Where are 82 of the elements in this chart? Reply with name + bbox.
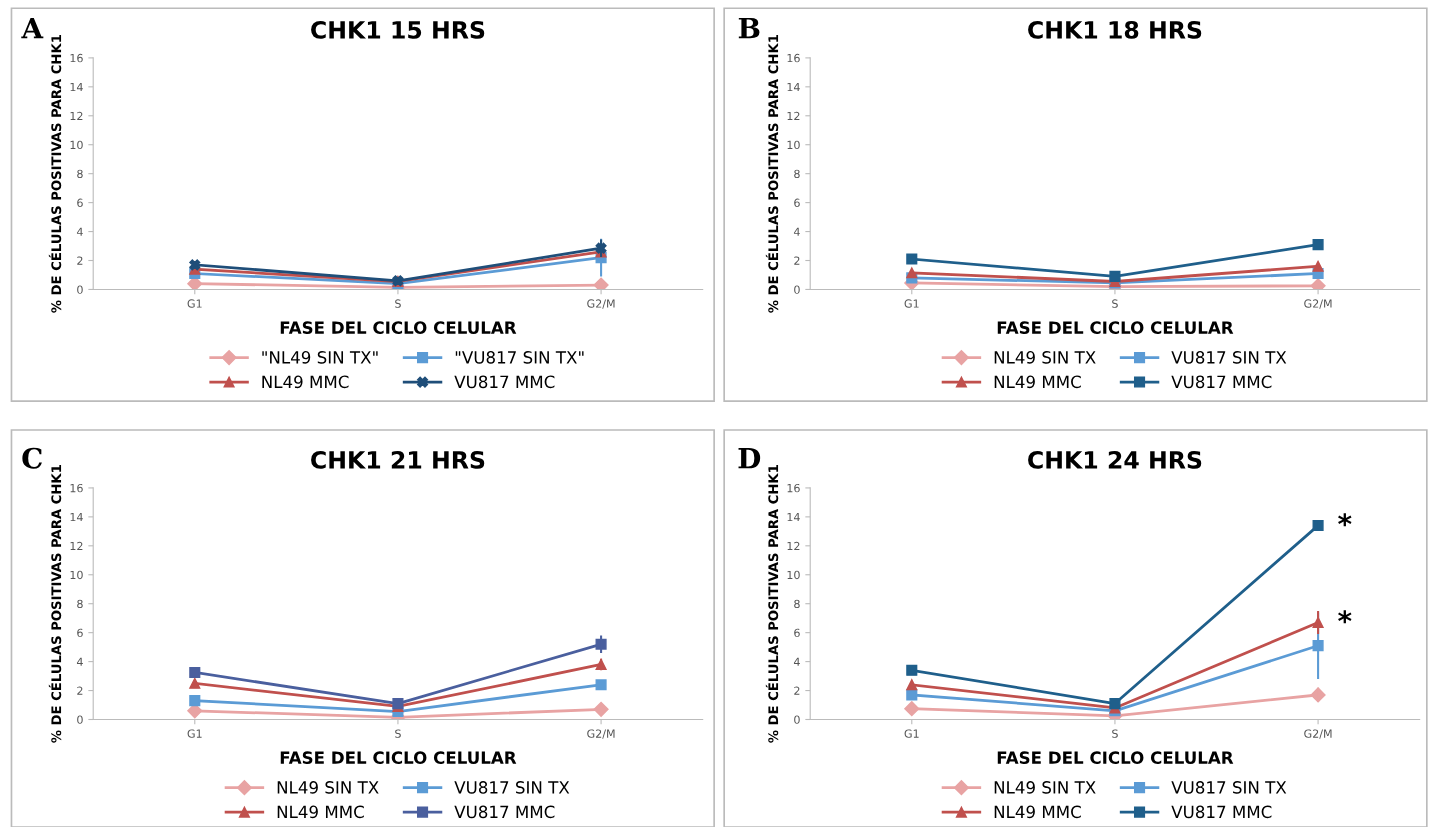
y-tick-label: 0 <box>77 715 83 724</box>
annotation: * <box>1338 513 1352 527</box>
x-tick-label: G1 <box>187 299 202 308</box>
y-tick-label: 2 <box>77 256 83 265</box>
x-tick-label: S <box>395 729 401 738</box>
text: D <box>738 448 761 469</box>
legend-label: NL49 MMC <box>262 375 349 389</box>
y-tick-label: 2 <box>794 256 800 265</box>
y-tick-label: 10 <box>70 140 83 150</box>
legend-label: VU817 SIN TX <box>1171 351 1287 364</box>
x-tick-label: G2/M <box>1304 299 1332 309</box>
y-axis-title: % DE CÉLULAS POSITIVAS PARA CHK1 <box>48 465 62 743</box>
text: B <box>738 17 760 39</box>
y-tick-label: 16 <box>787 483 800 493</box>
y-tick-label: 6 <box>794 628 800 638</box>
legend-label: VU817 MMC <box>1171 805 1272 819</box>
x-tick-label: G1 <box>904 299 919 308</box>
text: A <box>21 17 44 39</box>
y-tick-label: 10 <box>70 570 83 580</box>
x-tick-label: G1 <box>904 729 919 738</box>
legend-label: VU817 SIN TX <box>454 781 570 794</box>
y-tick-label: 2 <box>77 686 83 695</box>
legend-label: "VU817 SIN TX" <box>455 351 584 364</box>
x-axis-title: FASE DEL CICLO CELULAR <box>280 321 517 334</box>
text: C <box>22 447 42 469</box>
x-tick-label: G2/M <box>587 729 615 739</box>
y-tick-label: 14 <box>787 513 800 522</box>
legend-label: VU817 MMC <box>1171 375 1272 389</box>
y-tick-label: 10 <box>787 570 800 580</box>
x-tick-label: G2/M <box>587 299 615 309</box>
y-tick-label: 12 <box>787 541 800 551</box>
y-axis-title: % DE CÉLULAS POSITIVAS PARA CHK1 <box>765 465 779 743</box>
annotation: * <box>1338 610 1352 624</box>
legend-label: VU817 MMC <box>454 375 555 389</box>
x-tick-label: S <box>395 299 401 308</box>
chart-title: CHK1 21 HRS <box>311 450 485 469</box>
legend-label: VU817 SIN TX <box>1171 781 1287 794</box>
x-tick-label: G1 <box>187 729 202 738</box>
y-tick-label: 16 <box>70 53 83 63</box>
x-tick-label: S <box>1112 729 1118 738</box>
y-tick-label: 14 <box>787 82 800 92</box>
y-tick-label: 8 <box>77 599 83 609</box>
x-axis-title: FASE DEL CICLO CELULAR <box>997 751 1234 764</box>
legend-label: NL49 MMC <box>277 805 364 819</box>
legend-label: NL49 MMC <box>994 805 1081 819</box>
y-tick-label: 0 <box>794 285 800 294</box>
y-tick-label: 4 <box>793 227 800 236</box>
y-tick-label: 12 <box>70 541 83 551</box>
legend-label: NL49 SIN TX <box>994 781 1096 794</box>
legend-label: VU817 MMC <box>454 805 555 819</box>
x-axis-title: FASE DEL CICLO CELULAR <box>280 751 517 764</box>
y-tick-label: 14 <box>70 513 83 522</box>
y-tick-label: 0 <box>77 285 83 294</box>
legend-label: NL49 SIN TX <box>994 351 1096 364</box>
y-axis-title: % DE CÉLULAS POSITIVAS PARA CHK1 <box>765 35 779 313</box>
y-tick-label: 4 <box>793 657 800 666</box>
y-tick-label: 8 <box>794 599 800 609</box>
y-tick-label: 2 <box>794 686 800 695</box>
y-tick-label: 14 <box>70 82 83 92</box>
x-tick-label: S <box>1112 299 1118 308</box>
legend-label: NL49 SIN TX <box>277 781 379 794</box>
x-tick-label: G2/M <box>1304 729 1332 739</box>
y-tick-label: 8 <box>77 169 83 179</box>
chart-title: CHK1 24 HRS <box>1028 450 1202 469</box>
y-tick-label: 12 <box>787 111 800 120</box>
y-tick-label: 16 <box>787 53 800 63</box>
y-tick-label: 10 <box>787 140 800 150</box>
y-tick-label: 4 <box>76 227 83 236</box>
chart-title: CHK1 15 HRS <box>311 20 485 39</box>
y-tick-label: 12 <box>70 111 83 120</box>
y-tick-label: 6 <box>794 198 800 207</box>
y-tick-label: 6 <box>77 628 83 638</box>
y-tick-label: 0 <box>794 715 800 724</box>
y-axis-title: % DE CÉLULAS POSITIVAS PARA CHK1 <box>48 35 62 313</box>
y-tick-label: 6 <box>77 198 83 207</box>
y-tick-label: 16 <box>70 483 83 493</box>
y-tick-label: 8 <box>794 169 800 179</box>
chart-title: CHK1 18 HRS <box>1028 20 1202 39</box>
legend-label: "NL49 SIN TX" <box>262 351 378 364</box>
y-tick-label: 4 <box>76 657 83 666</box>
legend-label: NL49 MMC <box>994 375 1081 389</box>
x-axis-title: FASE DEL CICLO CELULAR <box>997 321 1234 334</box>
